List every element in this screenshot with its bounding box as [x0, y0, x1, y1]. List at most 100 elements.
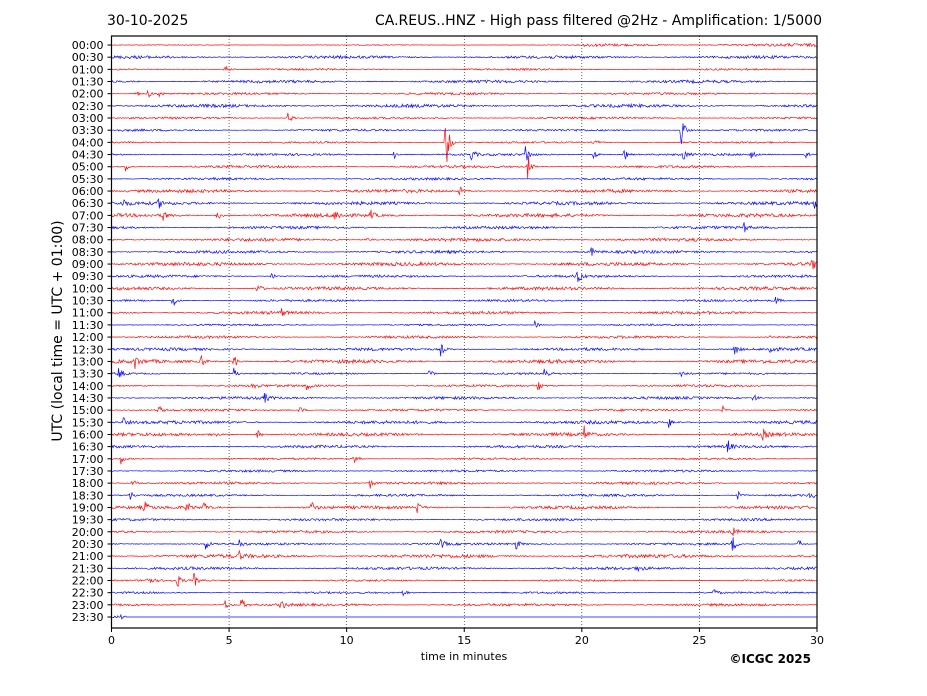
- x-tick-label: 20: [575, 634, 589, 647]
- y-tick-label: 14:00: [72, 380, 104, 393]
- y-tick-label: 03:00: [72, 112, 104, 125]
- trace-1800: [111, 480, 818, 489]
- trace-0900: [111, 259, 818, 270]
- trace-1230: [111, 344, 818, 357]
- trace-1730: [111, 469, 818, 473]
- y-tick-label: 15:30: [72, 416, 104, 429]
- trace-1400: [111, 382, 818, 391]
- trace-0430: [111, 146, 818, 161]
- trace-0030: [111, 54, 818, 60]
- chart-title-station: CA.REUS..HNZ - High pass filtered @2Hz -…: [375, 13, 822, 29]
- y-tick-label: 02:00: [72, 88, 104, 101]
- trace-0100: [111, 65, 818, 72]
- y-tick-label: 13:00: [72, 355, 104, 368]
- trace-1330: [111, 367, 818, 378]
- y-tick-label: 08:00: [72, 234, 104, 247]
- x-tick-label: 5: [226, 634, 233, 647]
- trace-1000: [111, 284, 818, 292]
- trace-1030: [111, 296, 818, 306]
- y-tick-label: 05:00: [72, 161, 104, 174]
- trace-2130: [111, 565, 818, 572]
- copyright-label: ©ICGC 2025: [729, 652, 811, 666]
- plot-frame: [110, 35, 818, 629]
- y-tick-label: 23:00: [72, 599, 104, 612]
- y-tick-label: 20:30: [72, 538, 104, 551]
- x-tick-label: 10: [340, 634, 354, 647]
- trace-0000: [111, 42, 818, 48]
- y-tick-label: 20:00: [72, 526, 104, 539]
- y-tick-label: 11:00: [72, 307, 104, 320]
- grid-lines: [228, 36, 700, 628]
- trace-0930: [111, 271, 818, 283]
- trace-1830: [111, 490, 818, 500]
- y-tick-label: 01:00: [72, 63, 104, 76]
- trace-1700: [111, 456, 818, 465]
- y-tick-label: 22:30: [72, 587, 104, 600]
- y-tick-label: 16:30: [72, 441, 104, 454]
- y-tick-label: 21:30: [72, 562, 104, 575]
- x-tick-label: 30: [810, 634, 824, 647]
- y-tick-label: 01:30: [72, 76, 104, 89]
- y-tick-label: 05:30: [72, 173, 104, 186]
- y-tick-label: 12:30: [72, 343, 104, 356]
- trace-0300: [111, 112, 818, 122]
- x-axis-label: time in minutes: [421, 650, 508, 663]
- x-tick-label: 0: [108, 634, 115, 647]
- y-tick-label: 23:30: [72, 611, 104, 624]
- y-tick-label: 11:30: [72, 319, 104, 332]
- trace-1900: [111, 501, 818, 513]
- x-tick-label: 25: [692, 634, 706, 647]
- y-tick-label: 09:30: [72, 270, 104, 283]
- trace-2230: [111, 589, 818, 597]
- chart-title-date: 30-10-2025: [107, 13, 188, 29]
- trace-1530: [111, 417, 818, 428]
- y-tick-label: 02:30: [72, 100, 104, 113]
- trace-0400: [111, 128, 818, 163]
- trace-0330: [111, 123, 818, 145]
- y-tick-label: 18:30: [72, 489, 104, 502]
- seismic-traces: [111, 42, 818, 620]
- trace-0200: [111, 89, 818, 98]
- y-tick-label: 17:30: [72, 465, 104, 478]
- trace-0600: [111, 187, 818, 196]
- x-axis-ticks: 0 5 10 15 20 25 30: [108, 628, 824, 647]
- trace-1630: [111, 440, 817, 453]
- trace-1500: [111, 405, 818, 413]
- y-tick-label: 04:30: [72, 149, 104, 162]
- trace-0130: [111, 78, 818, 85]
- y-tick-label: 22:00: [72, 574, 104, 587]
- y-tick-label: 09:00: [72, 258, 104, 271]
- trace-2000: [111, 527, 818, 537]
- trace-2030: [111, 537, 818, 551]
- trace-2200: [111, 573, 818, 588]
- trace-0830: [111, 247, 818, 256]
- trace-2330: [111, 613, 817, 620]
- y-tick-label: 19:30: [72, 514, 104, 527]
- trace-1300: [111, 354, 818, 370]
- y-tick-label: 19:00: [72, 501, 104, 514]
- y-tick-label: 17:00: [72, 453, 104, 466]
- y-tick-label: 00:30: [72, 51, 104, 64]
- y-tick-label: 07:30: [72, 222, 104, 235]
- y-tick-label: 18:00: [72, 477, 104, 490]
- y-tick-label: 10:30: [72, 295, 104, 308]
- trace-0630: [111, 198, 818, 209]
- trace-2100: [111, 549, 818, 560]
- trace-0530: [111, 176, 818, 182]
- trace-1930: [111, 517, 817, 522]
- y-tick-label: 06:00: [72, 185, 104, 198]
- y-tick-label: 06:30: [72, 197, 104, 210]
- y-tick-label: 00:00: [72, 39, 104, 52]
- trace-0700: [111, 209, 818, 221]
- trace-1430: [111, 392, 818, 403]
- x-tick-label: 15: [457, 634, 471, 647]
- trace-1130: [111, 320, 818, 328]
- y-tick-label: 21:00: [72, 550, 104, 563]
- y-tick-label: 03:30: [72, 124, 104, 137]
- y-tick-label: 15:00: [72, 404, 104, 417]
- trace-0230: [111, 102, 818, 109]
- y-tick-label: 13:30: [72, 368, 104, 381]
- y-axis-ticks: 00:0000:3001:0001:3002:0002:3003:0003:30…: [72, 39, 112, 624]
- y-tick-label: 14:30: [72, 392, 104, 405]
